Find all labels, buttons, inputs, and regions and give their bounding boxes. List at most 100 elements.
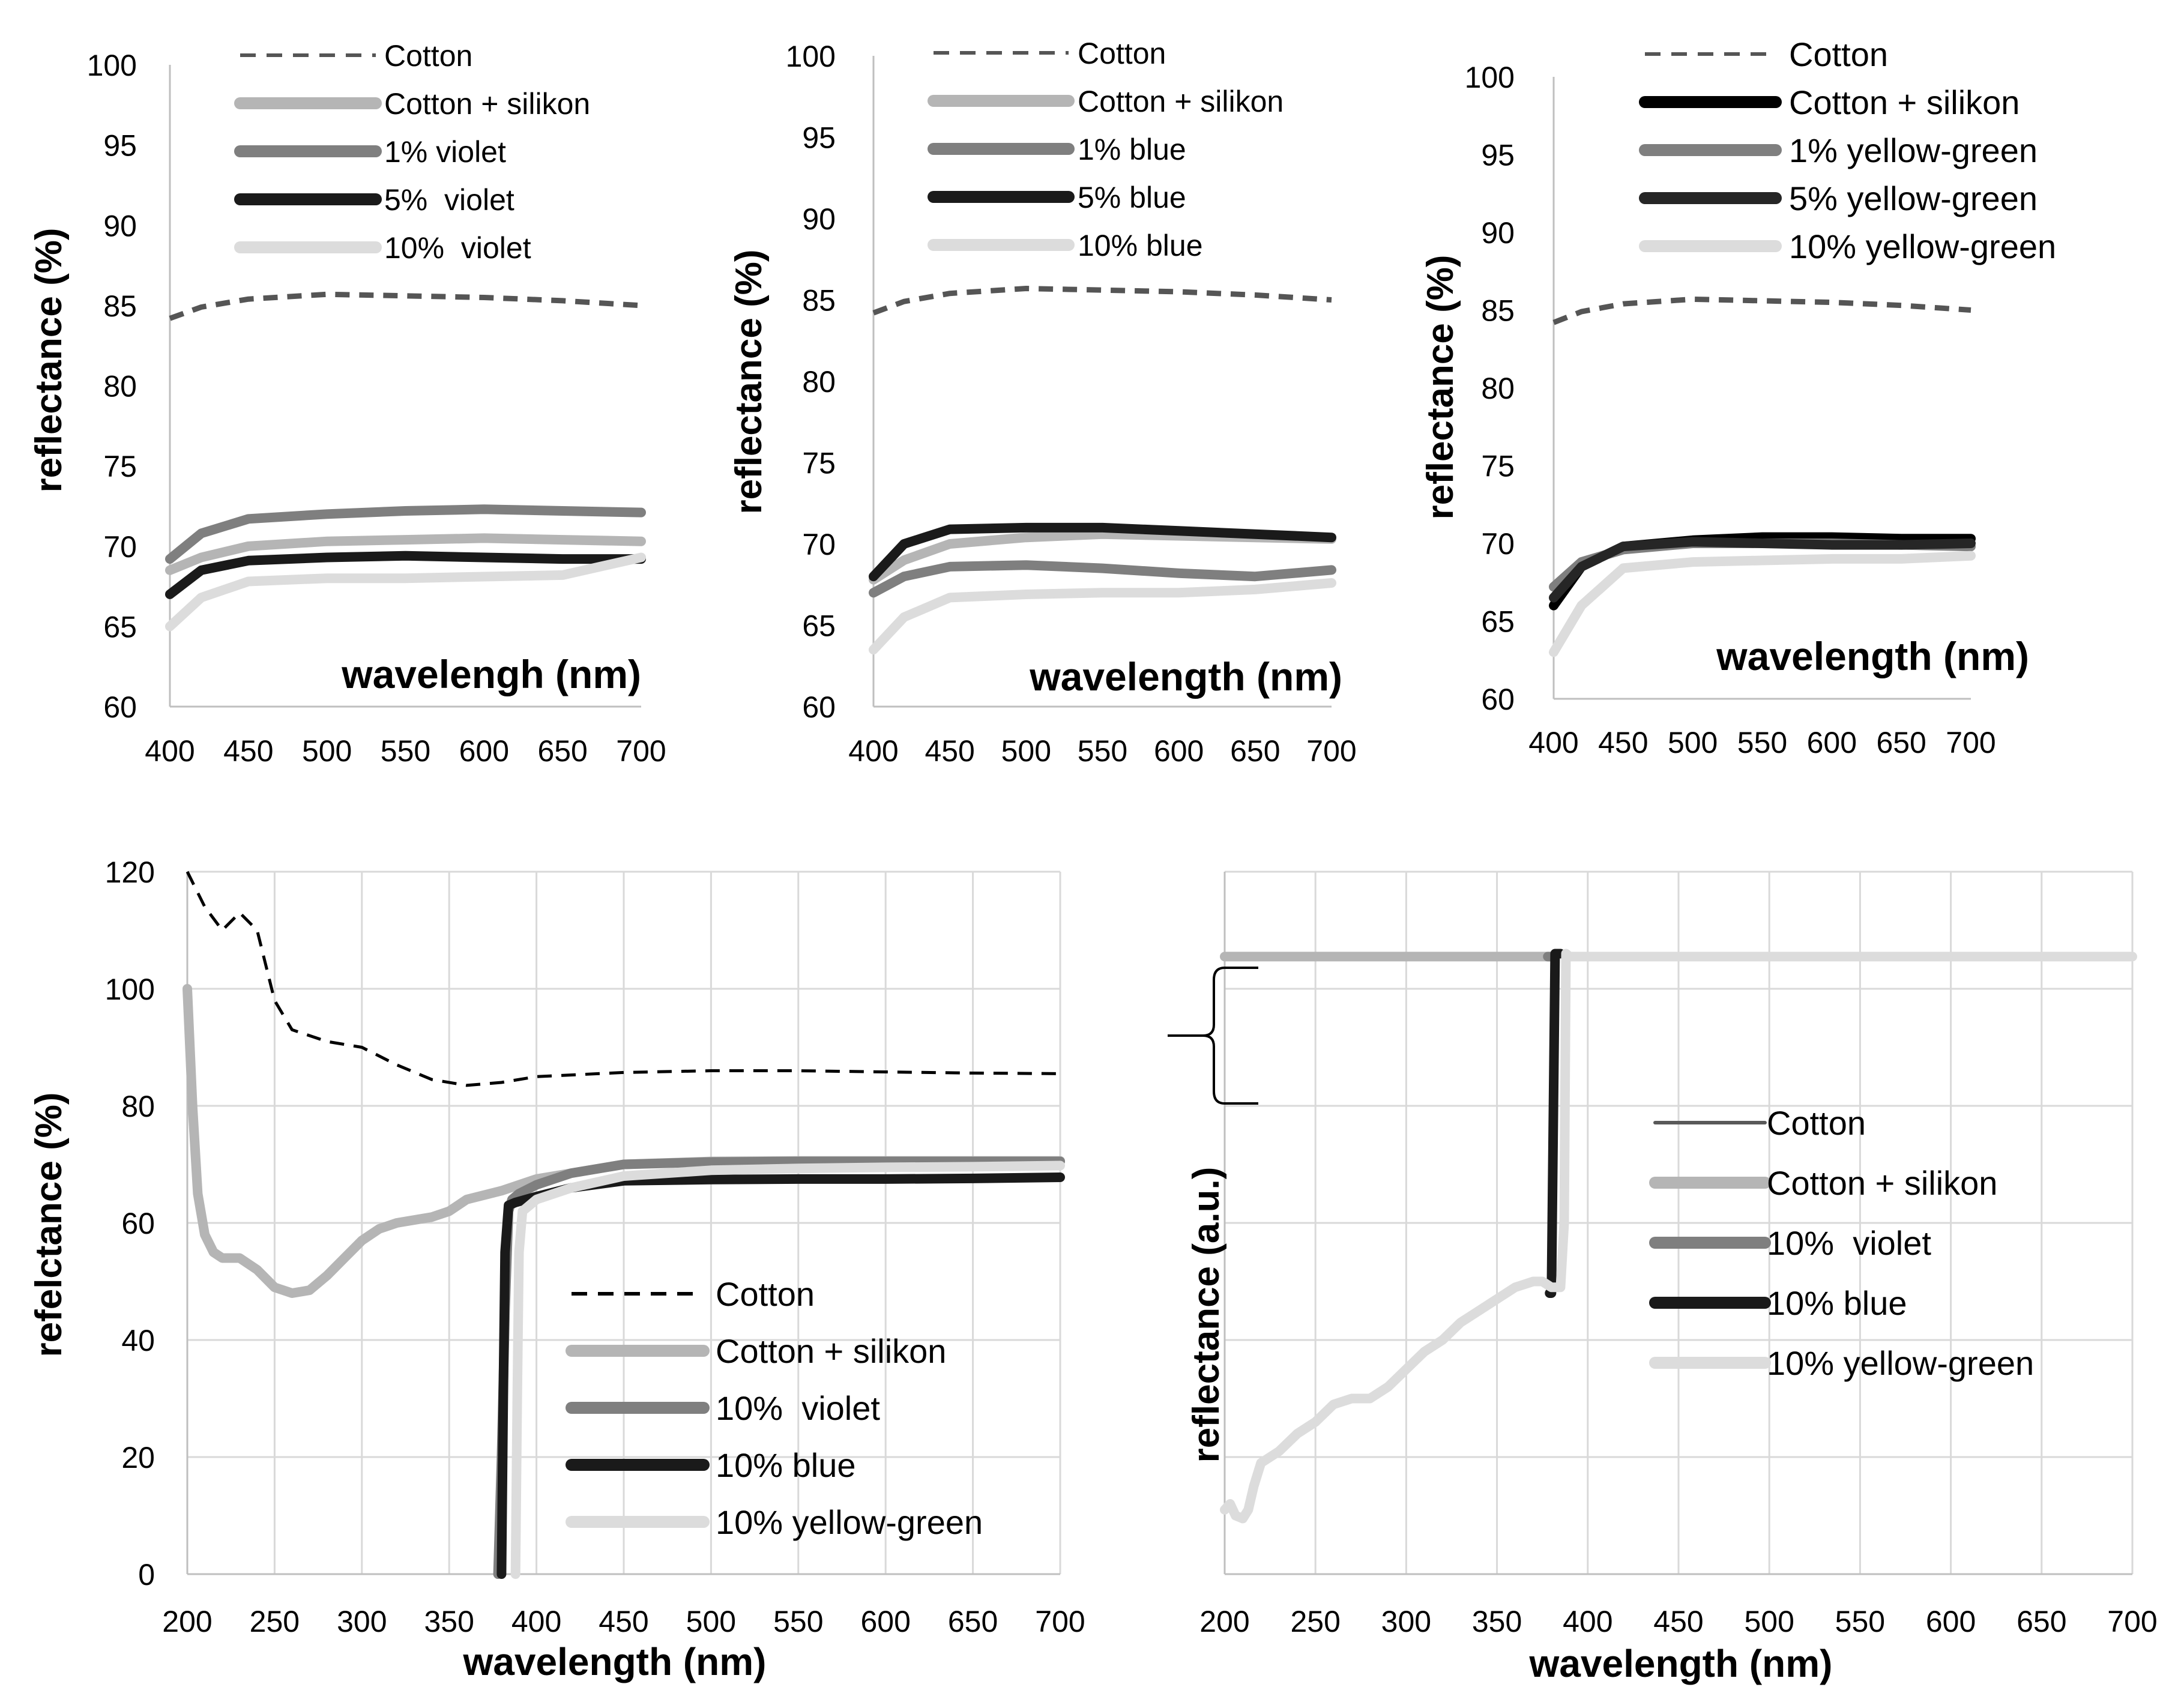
legend-label: Cotton + silikon: [384, 87, 590, 121]
x-tick-label: 400: [1563, 1605, 1612, 1638]
legend-label: 10% violet: [384, 231, 531, 265]
legend-label: 10% yellow-green: [1789, 228, 2056, 265]
x-tick-label: 400: [848, 734, 898, 768]
x-tick-label: 200: [162, 1605, 212, 1638]
x-axis-label: wavelengh (nm): [341, 652, 641, 696]
legend-label: 10% violet: [716, 1389, 880, 1427]
x-tick-label: 500: [1744, 1605, 1794, 1638]
legend: Cotton Cotton + silikon 10% violet 10% blue…: [566, 1275, 983, 1541]
x-tick-label: 700: [2107, 1605, 2157, 1638]
x-tick-label: 400: [1528, 726, 1578, 759]
x-tick-label: 200: [1199, 1605, 1249, 1638]
series-line-cotton: [169, 291, 642, 321]
y-tick-label: 90: [802, 202, 836, 236]
x-tick-label: 600: [1807, 726, 1857, 759]
y-tick-label: 100: [1465, 61, 1515, 94]
x-tick-label: 650: [2017, 1605, 2066, 1638]
y-tick-label: 85: [1481, 294, 1515, 328]
y-tick-label: 60: [1481, 683, 1515, 716]
y-tick-label: 120: [105, 856, 155, 889]
x-tick-label: 600: [1154, 734, 1204, 768]
legend-label: Cotton + silikon: [1767, 1164, 1997, 1202]
x-tick-label: 600: [1926, 1605, 1976, 1638]
y-axis-label: reflectance (%): [1420, 255, 1461, 519]
y-tick-label: 100: [786, 40, 836, 73]
x-tick-label: 650: [1876, 726, 1926, 759]
legend-label: 1% blue: [1078, 133, 1186, 166]
legend-label: Cotton: [1078, 37, 1166, 70]
series-line-10-violet: [165, 552, 646, 632]
series-line-5-blue: [869, 522, 1336, 582]
y-tick-label: 60: [103, 690, 137, 724]
y-tick-label: 60: [121, 1207, 155, 1240]
series-line-cotton-silikon: [165, 533, 646, 575]
y-tick-label: 65: [103, 610, 137, 644]
series-line-10-blue: [869, 578, 1336, 655]
y-axis-label: refelctance (%): [28, 1092, 70, 1357]
y-tick-label: 95: [1481, 139, 1515, 172]
y-tick-label: 75: [802, 447, 836, 480]
x-tick-label: 550: [773, 1605, 823, 1638]
legend-label: Cotton: [384, 39, 472, 73]
y-tick-label: 80: [103, 370, 137, 403]
x-tick-label: 550: [1835, 1605, 1885, 1638]
y-tick-label: 60: [802, 690, 836, 724]
series-line-cotton: [186, 871, 1061, 1087]
series-line-5-yellow-green: [1549, 537, 1976, 603]
y-axis-label: reflectance (a.u.): [1186, 1167, 1227, 1463]
x-tick-label: 500: [1668, 726, 1718, 759]
y-tick-label: 70: [802, 528, 836, 561]
legend-label: 10% blue: [716, 1446, 856, 1484]
series-line-cotton: [872, 286, 1332, 316]
y-tick-label: 90: [103, 209, 137, 243]
x-tick-label: 550: [381, 734, 430, 768]
legend-label: 10% yellow-green: [716, 1503, 983, 1541]
series-line-5-violet: [165, 551, 646, 599]
legend: Cotton Cotton + silikon 1% yellow-green 5% …: [1639, 35, 2056, 265]
legend: Cotton Cotton + silikon 1% blue 5% blue 10% …: [928, 37, 1284, 262]
x-tick-label: 600: [860, 1605, 910, 1638]
x-tick-label: 300: [337, 1605, 387, 1638]
legend-label: Cotton + silikon: [716, 1332, 946, 1370]
legend-label: Cotton + silikon: [1789, 83, 2020, 121]
y-tick-label: 100: [87, 49, 137, 82]
legend-label: Cotton: [716, 1275, 815, 1313]
y-tick-label: 70: [1481, 527, 1515, 561]
x-tick-label: 450: [599, 1605, 648, 1638]
series-line-10-yellow-green: [510, 1160, 1065, 1579]
y-tick-label: 20: [121, 1441, 155, 1474]
y-tick-label: 100: [105, 973, 155, 1006]
x-axis-label: wavelength (nm): [463, 1640, 767, 1683]
legend-label: Cotton: [1767, 1104, 1866, 1142]
y-axis-label: reflectance (%): [728, 249, 770, 514]
x-tick-label: 700: [616, 734, 666, 768]
legend: Cotton Cotton + silikon 10% violet 10% blue…: [1649, 1104, 2034, 1382]
legend-label: 5% blue: [1078, 181, 1186, 214]
legend-label: Cotton + silikon: [1078, 85, 1284, 118]
x-tick-label: 450: [223, 734, 273, 768]
y-tick-label: 95: [802, 121, 836, 155]
x-tick-label: 650: [537, 734, 587, 768]
x-tick-label: 350: [424, 1605, 474, 1638]
legend-label: 5% violet: [384, 183, 514, 217]
panel-bottom-left: 200 250 300 350 400 450 500 550 600 650 700 0 20 40 60…: [28, 856, 1085, 1683]
x-tick-label: 400: [145, 734, 195, 768]
series-line-1-violet: [165, 504, 646, 564]
legend-label: 5% yellow-green: [1789, 180, 2038, 217]
y-tick-label: 40: [121, 1324, 155, 1357]
x-tick-label: 250: [250, 1605, 300, 1638]
y-tick-label: 85: [103, 289, 137, 323]
series-line-10-yellow-green: [1549, 551, 1976, 657]
panel-top-right: 400 450 500 550 600 650 700 60 65 70 75 80 85 90 95 100…: [1420, 35, 2056, 759]
series-line-10-yellow-green: [1220, 949, 2137, 1524]
y-tick-label: 75: [1481, 450, 1515, 483]
y-tick-label: 85: [802, 284, 836, 318]
y-tick-label: 70: [103, 530, 137, 564]
brace-icon: [1168, 967, 1258, 1105]
y-tick-label: 80: [121, 1090, 155, 1123]
x-tick-label: 450: [1598, 726, 1648, 759]
x-tick-label: 500: [686, 1605, 736, 1638]
panel-top-left: 400 450 500 550 600 650 700 60 65 70 75 80 85 90 95 100…: [28, 39, 666, 768]
x-tick-label: 600: [459, 734, 509, 768]
x-tick-label: 550: [1737, 726, 1787, 759]
